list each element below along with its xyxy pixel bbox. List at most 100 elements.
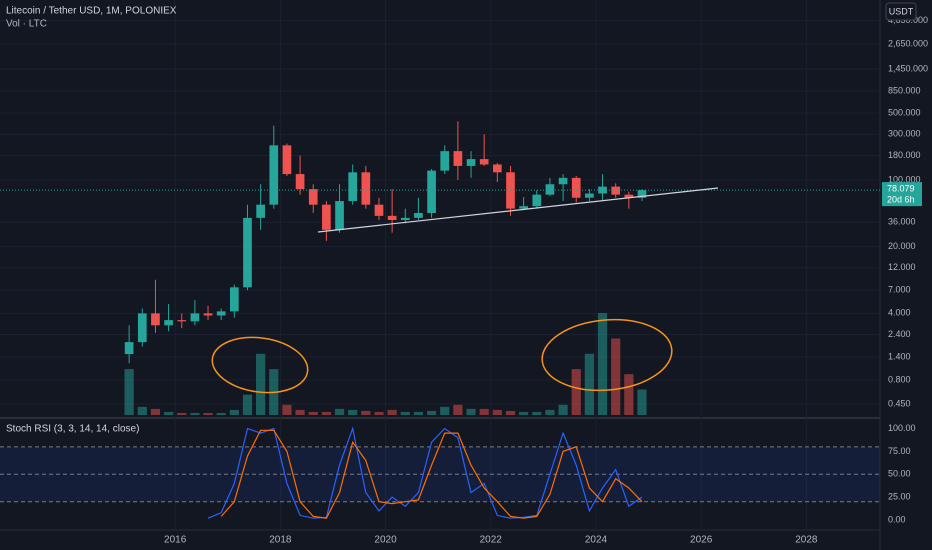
y-tick-label: 25.00 bbox=[888, 492, 911, 502]
y-tick-label: 850.000 bbox=[888, 85, 921, 95]
candle-body bbox=[453, 151, 463, 166]
y-tick-label: 0.800 bbox=[888, 374, 911, 384]
candle-body bbox=[124, 342, 134, 355]
volume-bar bbox=[361, 410, 371, 415]
volume-bar bbox=[479, 408, 489, 415]
candle-body bbox=[532, 194, 542, 207]
candle-body bbox=[229, 287, 239, 312]
countdown-label: 20d 6h bbox=[887, 195, 915, 205]
y-tick-label: 36.000 bbox=[888, 217, 916, 227]
candle-body bbox=[492, 164, 502, 173]
candle-body bbox=[137, 313, 147, 343]
volume-bar bbox=[440, 406, 450, 415]
y-tick-label: 2,650.000 bbox=[888, 38, 928, 48]
volume-bar bbox=[321, 411, 331, 415]
volume-bar bbox=[505, 410, 516, 415]
trend-line bbox=[317, 187, 719, 233]
volume-bar bbox=[558, 404, 568, 415]
candle-body bbox=[414, 212, 423, 218]
indicator-title: Stoch RSI (3, 3, 14, 14, close) bbox=[6, 424, 139, 435]
candle-body bbox=[348, 172, 358, 202]
y-tick-label: 100.000 bbox=[888, 174, 921, 184]
y-tick-label: 180.000 bbox=[888, 150, 921, 160]
candle-body bbox=[466, 159, 476, 166]
candle-body bbox=[374, 204, 384, 216]
volume-bar bbox=[466, 408, 476, 415]
volume-bar bbox=[532, 411, 542, 415]
candle-body bbox=[295, 174, 305, 190]
candle-body bbox=[322, 204, 331, 230]
y-tick-label: 4.000 bbox=[888, 308, 911, 318]
volume-bar bbox=[387, 409, 397, 415]
volume-bar bbox=[282, 404, 292, 415]
volume-bar bbox=[163, 411, 174, 415]
volume-bar bbox=[308, 411, 318, 415]
candle-body bbox=[164, 320, 173, 326]
drawing-ellipse bbox=[541, 318, 673, 392]
last-price-tag bbox=[882, 182, 922, 207]
currency-button[interactable] bbox=[885, 2, 917, 21]
volume-bar bbox=[374, 411, 384, 415]
volume-bar bbox=[597, 313, 608, 415]
x-tick-label: 2018 bbox=[269, 535, 292, 546]
stoch-line bbox=[220, 429, 643, 519]
x-tick-label: 2024 bbox=[585, 535, 608, 546]
candle-body bbox=[269, 145, 279, 205]
y-tick-label: 2.400 bbox=[888, 329, 911, 339]
candle-body bbox=[558, 177, 568, 185]
candle-body bbox=[203, 313, 213, 316]
candle-body bbox=[151, 313, 160, 326]
x-tick-label: 2020 bbox=[374, 535, 397, 546]
volume-bar bbox=[453, 404, 463, 415]
volume-bar bbox=[348, 409, 358, 415]
volume-bar bbox=[177, 412, 187, 415]
candle-body bbox=[624, 194, 634, 198]
candle-body bbox=[400, 217, 410, 221]
candle-body bbox=[545, 184, 555, 195]
y-tick-label: 300.000 bbox=[888, 129, 921, 139]
y-tick-label: 50.00 bbox=[888, 469, 911, 479]
y-tick-label: 0.450 bbox=[888, 398, 911, 408]
candle-body bbox=[387, 215, 397, 221]
candle-body bbox=[598, 186, 607, 194]
candle-body bbox=[427, 170, 436, 213]
volume-bar bbox=[611, 338, 621, 415]
volume-bar bbox=[124, 369, 134, 415]
x-tick-label: 2022 bbox=[480, 535, 503, 546]
volume-bar bbox=[413, 411, 424, 415]
candle-body bbox=[177, 320, 187, 322]
y-tick-label: 20.000 bbox=[888, 241, 916, 251]
y-tick-label: 1.400 bbox=[888, 351, 911, 361]
candle-body bbox=[637, 190, 647, 198]
volume-bar bbox=[256, 353, 266, 415]
y-tick-label: 1,450.000 bbox=[888, 63, 928, 73]
y-tick-label: 7.000 bbox=[888, 285, 911, 295]
volume-bar bbox=[242, 394, 253, 415]
candle-body bbox=[571, 177, 581, 198]
x-tick-label: 2026 bbox=[690, 535, 713, 546]
y-tick-label: 100.00 bbox=[888, 423, 916, 433]
x-tick-label: 2028 bbox=[795, 535, 818, 546]
candle-body bbox=[282, 145, 292, 175]
last-price-label: 78.079 bbox=[887, 184, 915, 194]
volume-bar bbox=[295, 409, 305, 415]
y-tick-label: 12.000 bbox=[888, 262, 916, 272]
currency-label[interactable]: USDT bbox=[889, 6, 914, 16]
volume-bar bbox=[150, 408, 161, 415]
volume-bar bbox=[216, 412, 226, 415]
y-tick-label: 75.00 bbox=[888, 446, 911, 456]
y-tick-label: 0.00 bbox=[888, 514, 906, 524]
candle-body bbox=[519, 206, 528, 209]
volume-bar bbox=[426, 410, 437, 415]
y-tick-label: 500.000 bbox=[888, 108, 921, 118]
candle-body bbox=[216, 311, 226, 316]
volume-bar bbox=[571, 369, 581, 415]
candle-body bbox=[308, 189, 318, 205]
volume-bar bbox=[400, 411, 410, 415]
chart-title: Litecoin / Tether USD, 1M, POLONIEX bbox=[6, 6, 177, 17]
volume-bar bbox=[137, 406, 147, 415]
candle-body bbox=[479, 159, 489, 165]
candle-body bbox=[256, 204, 265, 218]
